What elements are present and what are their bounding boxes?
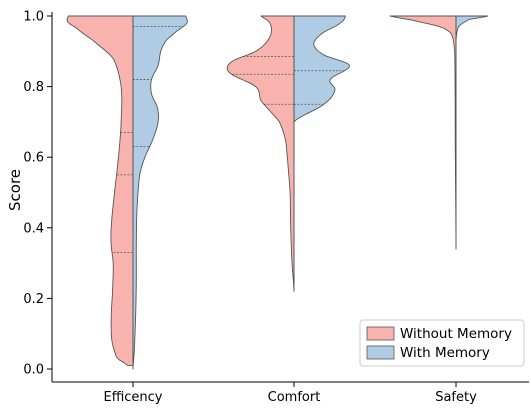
legend-label-with-memory: With Memory bbox=[400, 345, 490, 361]
violin-without-memory-safety bbox=[389, 15, 457, 250]
legend: Without Memory With Memory bbox=[359, 319, 525, 367]
legend-swatch-without-memory bbox=[366, 326, 395, 341]
violin-without-memory-efficency bbox=[66, 15, 134, 366]
violin-without-memory-comfort bbox=[226, 15, 295, 292]
legend-swatch-with-memory bbox=[366, 345, 395, 360]
x-tick-label: Comfort bbox=[268, 390, 321, 405]
x-ticks: Efficency Comfort Safety bbox=[103, 382, 477, 405]
y-tick-label: 0.2 bbox=[23, 292, 44, 307]
y-tick-label: 0.0 bbox=[23, 363, 44, 378]
violin-with-memory-comfort bbox=[293, 15, 350, 123]
legend-frame bbox=[359, 319, 525, 367]
y-tick-label: 0.6 bbox=[23, 151, 44, 166]
legend-label-without-memory: Without Memory bbox=[400, 326, 512, 342]
violin-with-memory-efficency bbox=[132, 15, 188, 370]
violin-with-memory-safety bbox=[455, 15, 489, 42]
axes-layer bbox=[51, 12, 529, 383]
y-tick-label: 0.4 bbox=[23, 221, 44, 236]
y-tick-label: 0.8 bbox=[23, 80, 44, 95]
violins-layer bbox=[66, 15, 489, 370]
x-tick-label: Safety bbox=[435, 390, 477, 405]
y-tick-label: 1.0 bbox=[23, 10, 44, 25]
y-ticks: 0.0 0.2 0.4 0.6 0.8 1.0 bbox=[23, 10, 52, 378]
y-axis-title: Score bbox=[6, 169, 24, 211]
x-tick-label: Efficency bbox=[103, 390, 162, 405]
